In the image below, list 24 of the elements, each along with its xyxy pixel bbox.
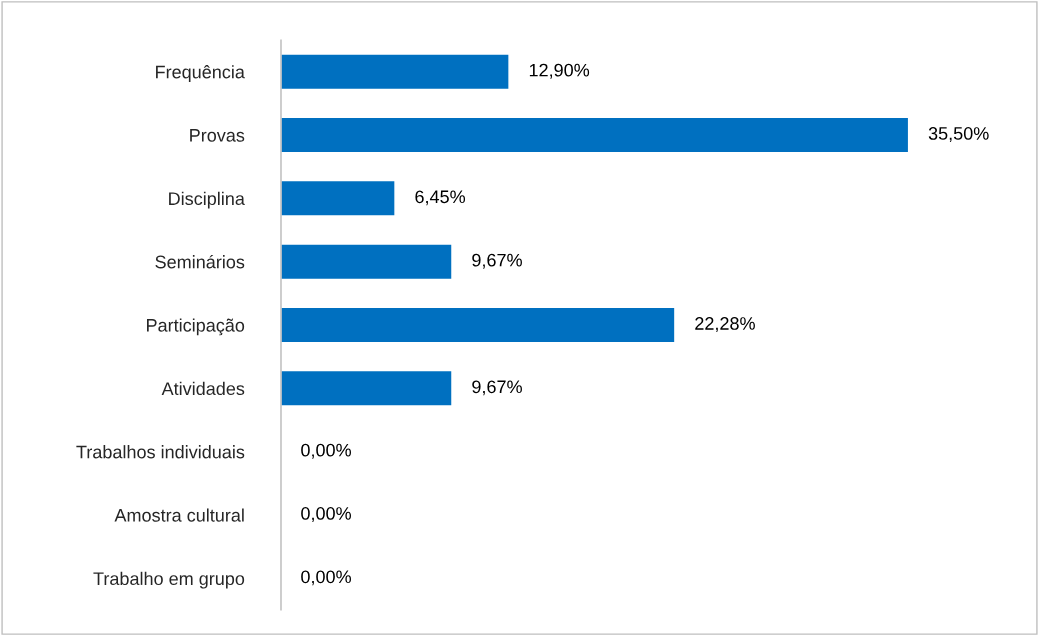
y-tick-label: Trabalho em grupo [93, 571, 245, 589]
y-tick-label: Provas [190, 129, 245, 142]
data-label: 9,67% [472, 253, 522, 269]
data-label: 9,67% [472, 380, 522, 396]
y-tick-label: Disciplina [169, 191, 245, 209]
bar [281, 243, 453, 281]
data-label: 0,00% [301, 443, 351, 459]
bar [281, 369, 453, 407]
data-label: 0,00% [301, 570, 351, 586]
bar [281, 179, 396, 217]
bar [281, 306, 676, 344]
data-label: 12,90% [529, 63, 590, 79]
y-tick-label: Atividades [161, 381, 245, 396]
data-label: 6,45% [415, 190, 466, 206]
data-label: 0,00% [301, 507, 351, 522]
y-tick-label: Trabalhos individuais [76, 445, 245, 459]
data-label: 35,50% [928, 127, 989, 142]
data-label: 22,28% [695, 317, 755, 332]
y-tick-label: Frequência [156, 65, 245, 82]
y-tick-label: Amostra cultural [114, 508, 244, 522]
y-tick-label: Seminários [155, 254, 245, 269]
bar [281, 53, 510, 91]
y-tick-label: Participação [147, 318, 245, 336]
bar [281, 116, 910, 154]
